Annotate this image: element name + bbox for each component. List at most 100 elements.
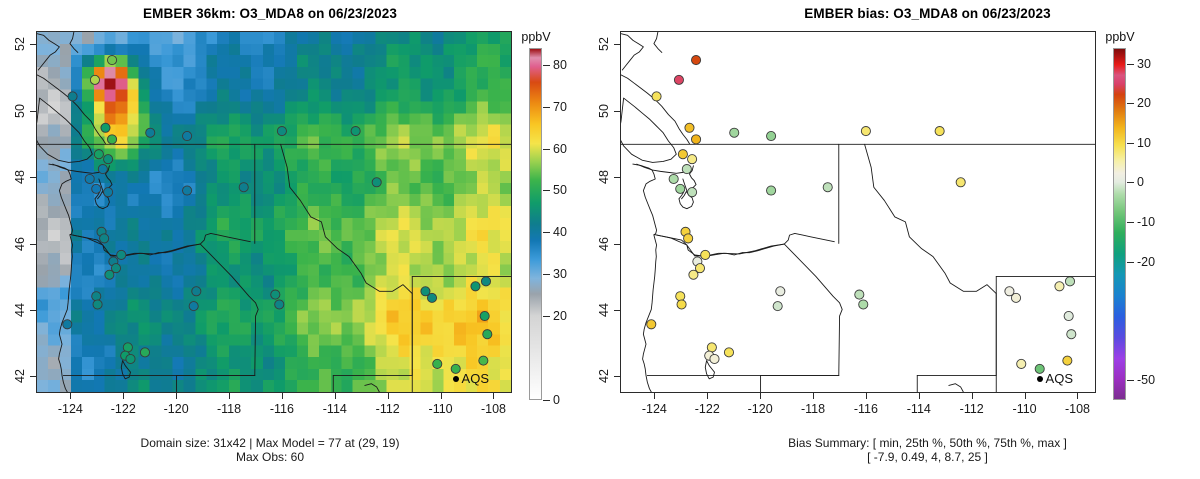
- y-tick: [614, 243, 620, 245]
- y-tick-label: 46: [13, 236, 28, 251]
- y-tick-label: 42: [13, 369, 28, 384]
- x-tick-label: -120: [163, 402, 189, 416]
- y-tick: [30, 243, 36, 245]
- y-tick: [614, 376, 620, 378]
- left-caption-line-2: Max Obs: 60: [235, 450, 305, 464]
- model-concentration-raster: [37, 32, 511, 392]
- x-tick: [229, 393, 231, 399]
- x-tick-label: -124: [641, 402, 667, 416]
- x-tick: [1024, 393, 1026, 399]
- x-tick: [918, 393, 920, 399]
- left-map-boundaries: [37, 32, 511, 392]
- colorbar-tick: [543, 400, 550, 401]
- right-colorbar-unit: ppbV: [1105, 30, 1135, 44]
- colorbar-tick: [543, 232, 550, 234]
- left-caption-line-1: Domain size: 31x42 | Max Model = 77 at (…: [140, 436, 400, 450]
- right-panel-title: EMBER bias: O3_MDA8 on 06/23/2023: [804, 6, 1051, 21]
- right-panel: EMBER bias: O3_MDA8 on 06/23/2023 AQS -1…: [597, 0, 1200, 479]
- x-tick: [865, 393, 867, 399]
- x-tick: [334, 393, 336, 399]
- colorbar-tick-label: -50: [1137, 373, 1156, 388]
- colorbar-tick-label: -10: [1137, 215, 1156, 230]
- y-tick: [30, 44, 36, 46]
- aqs-observation-markers: [62, 55, 493, 374]
- right-y-axis: 42 44 46 48 50 52: [597, 31, 621, 393]
- left-y-axis: 42 44 46 48 50 52: [13, 31, 37, 393]
- right-colorbar-gradient: [1113, 48, 1126, 400]
- colorbar-tick: [1127, 142, 1134, 144]
- x-tick-label: -122: [110, 402, 136, 416]
- colorbar-tick-label: 10: [1137, 135, 1151, 150]
- left-map-plot-area: AQS: [36, 31, 512, 393]
- colorbar-tick-label: 80: [553, 57, 567, 72]
- aqs-dot-icon: [1036, 375, 1043, 382]
- y-tick-label: 52: [597, 37, 612, 52]
- x-tick-label: -122: [694, 402, 720, 416]
- y-tick-label: 42: [597, 369, 612, 384]
- aqs-legend-label: AQS: [461, 371, 489, 386]
- right-x-axis: -124 -122 -120 -118 -116 -114 -112 -110 -108: [620, 393, 1096, 419]
- x-tick-label: -110: [1012, 402, 1037, 416]
- colorbar-tick: [1127, 103, 1134, 105]
- x-tick-label: -116: [853, 402, 878, 416]
- bias-station-markers: [646, 55, 1077, 374]
- colorbar-tick: [543, 274, 550, 276]
- y-tick: [614, 44, 620, 46]
- y-tick-label: 50: [13, 103, 28, 118]
- left-x-axis: -124 -122 -120 -118 -116 -114 -112 -110 -108: [36, 393, 512, 419]
- colorbar-tick: [543, 106, 550, 108]
- y-tick: [614, 309, 620, 311]
- colorbar-tick: [1127, 380, 1134, 382]
- colorbar-tick: [543, 148, 550, 150]
- colorbar-tick-label: 0: [553, 393, 560, 407]
- x-tick: [707, 393, 709, 399]
- aqs-legend: AQS: [1036, 371, 1073, 386]
- colorbar-tick: [543, 64, 550, 66]
- colorbar-tick: [543, 190, 550, 192]
- right-map-plot-area: AQS: [620, 31, 1096, 393]
- y-tick: [614, 177, 620, 179]
- aqs-legend: AQS: [452, 371, 489, 386]
- y-tick: [614, 110, 620, 112]
- y-tick-label: 46: [597, 236, 612, 251]
- y-tick-label: 48: [13, 170, 28, 185]
- colorbar-tick-label: 30: [1137, 56, 1151, 71]
- colorbar-tick-label: 20: [1137, 96, 1151, 111]
- colorbar-tick: [543, 316, 550, 318]
- x-tick-label: -124: [57, 402, 83, 416]
- left-colorbar-unit: ppbV: [521, 30, 551, 44]
- x-tick-label: -108: [1064, 402, 1090, 416]
- colorbar-tick-label: 30: [553, 267, 567, 282]
- colorbar-tick: [1127, 182, 1134, 184]
- right-caption-line-1: Bias Summary: [ min, 25th %, 50th %, 75t…: [788, 436, 1067, 450]
- colorbar-tick-label: -20: [1137, 254, 1156, 269]
- colorbar-tick: [1127, 63, 1134, 65]
- colorbar-tick-label: 40: [553, 225, 567, 240]
- y-tick-label: 48: [597, 170, 612, 185]
- right-colorbar: ppbV -50 -20 -10 0 10 20 30: [1105, 30, 1183, 412]
- x-tick: [813, 393, 815, 399]
- colorbar-tick: [1127, 261, 1134, 263]
- y-tick: [30, 177, 36, 179]
- left-colorbar: ppbV 0 20 30 40 50 60 70 80: [521, 30, 599, 412]
- x-tick: [387, 393, 389, 399]
- colorbar-tick-label: 20: [553, 309, 567, 324]
- y-tick: [30, 309, 36, 311]
- x-tick-label: -118: [800, 402, 826, 416]
- x-tick: [1077, 393, 1079, 399]
- x-tick: [971, 393, 973, 399]
- aqs-legend-label: AQS: [1045, 371, 1073, 386]
- y-tick-label: 50: [597, 103, 612, 118]
- y-tick-label: 44: [13, 303, 28, 317]
- colorbar-tick-label: 0: [1137, 175, 1144, 190]
- aqs-dot-icon: [452, 375, 459, 382]
- x-tick: [123, 393, 125, 399]
- x-tick-label: -114: [322, 402, 347, 416]
- y-tick: [30, 376, 36, 378]
- left-colorbar-gradient: [529, 48, 542, 400]
- x-tick: [654, 393, 656, 399]
- colorbar-tick-label: 60: [553, 141, 567, 156]
- x-tick-label: -114: [906, 402, 931, 416]
- x-tick-label: -110: [428, 402, 453, 416]
- x-tick: [440, 393, 442, 399]
